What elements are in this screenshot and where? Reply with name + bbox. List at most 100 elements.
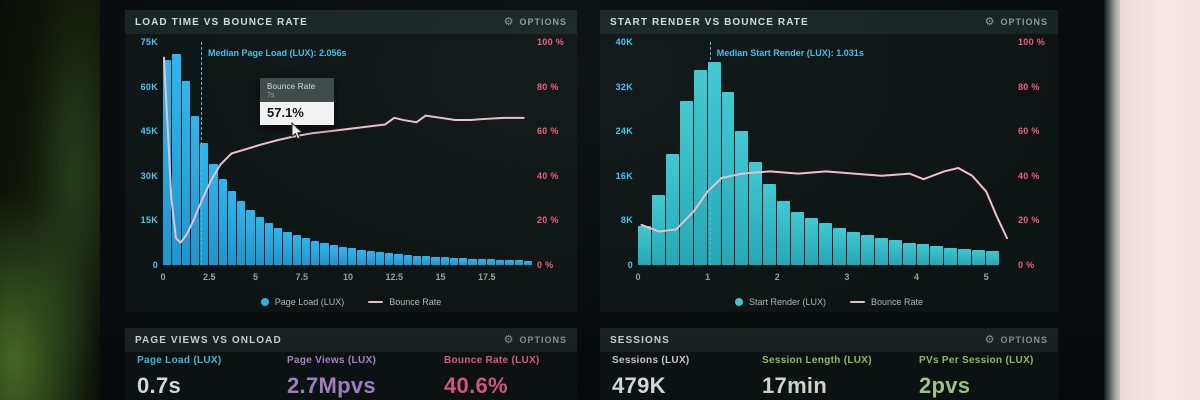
histogram-bar[interactable]	[301, 238, 310, 265]
panel-title: LOAD TIME VS BOUNCE RATE	[135, 16, 308, 28]
histogram-bar[interactable]	[486, 259, 495, 265]
legend-item-line: Bounce Rate	[368, 297, 441, 307]
histogram-bar[interactable]	[638, 225, 651, 265]
histogram-bar[interactable]	[394, 253, 403, 265]
histogram-bar[interactable]	[468, 258, 477, 265]
histogram-bar[interactable]	[385, 252, 394, 265]
tooltip-value: 57.1%	[260, 102, 334, 125]
histogram-bar[interactable]	[255, 217, 264, 265]
histogram-bar[interactable]	[329, 244, 338, 265]
background-wall	[1120, 0, 1200, 400]
y-axis-tick-left: 16K	[615, 170, 633, 181]
histogram-bar[interactable]	[237, 201, 246, 265]
histogram-bar[interactable]	[523, 260, 532, 265]
histogram-bar[interactable]	[693, 69, 707, 265]
plot-area[interactable]: Median Page Load (LUX): 2.056s Bounce Ra…	[163, 42, 533, 265]
histogram-bar[interactable]	[874, 238, 888, 265]
histogram-bar[interactable]	[449, 257, 458, 265]
histogram-bar[interactable]	[651, 195, 665, 265]
y-axis-tick-right: 20 %	[537, 215, 559, 226]
histogram-bar[interactable]	[916, 244, 930, 265]
histogram-bar[interactable]	[665, 153, 679, 265]
histogram-bar[interactable]	[227, 190, 236, 265]
chart-legend: Start Render (LUX) Bounce Rate	[600, 297, 1058, 307]
histogram-bar[interactable]	[958, 248, 972, 265]
histogram-bar[interactable]	[283, 232, 292, 265]
histogram-bar[interactable]	[431, 256, 440, 265]
histogram-bar[interactable]	[218, 178, 227, 265]
y-axis-tick-left: 15K	[140, 215, 158, 226]
histogram-bar[interactable]	[477, 259, 486, 265]
plot-area[interactable]: Median Start Render (LUX): 1.031s	[638, 42, 1014, 265]
histogram-bar[interactable]	[190, 116, 199, 265]
options-button[interactable]: ⚙ OPTIONS	[985, 16, 1048, 28]
histogram-bar[interactable]	[860, 235, 874, 265]
histogram-bar[interactable]	[422, 256, 431, 265]
histogram-bar[interactable]	[357, 249, 366, 265]
histogram-bar[interactable]	[440, 257, 449, 265]
histogram-bar[interactable]	[735, 131, 749, 265]
histogram-bar[interactable]	[805, 217, 819, 265]
x-axis-tick: 0	[635, 272, 641, 282]
options-label: OPTIONS	[1000, 17, 1048, 27]
histogram-bar[interactable]	[338, 246, 347, 265]
options-button[interactable]: ⚙ OPTIONS	[504, 334, 567, 346]
histogram-bar[interactable]	[264, 223, 273, 265]
histogram-bar[interactable]	[209, 163, 218, 265]
histogram-bar[interactable]	[366, 250, 375, 265]
histogram-bar[interactable]	[846, 232, 860, 265]
options-button[interactable]: ⚙ OPTIONS	[984, 333, 1048, 346]
histogram-bar[interactable]	[181, 80, 190, 265]
histogram-bar[interactable]	[721, 92, 735, 265]
histogram-bar[interactable]	[496, 259, 505, 265]
options-button[interactable]: ⚙ OPTIONS	[504, 16, 567, 28]
histogram-bar[interactable]	[791, 212, 805, 265]
histogram-bar[interactable]	[832, 228, 846, 265]
histogram-bar[interactable]	[505, 259, 514, 265]
y-axis-tick-left: 75K	[140, 37, 158, 47]
y-axis-tick-right: 80 %	[537, 81, 559, 92]
histogram-bar[interactable]	[902, 242, 916, 265]
histogram-bar[interactable]	[375, 251, 384, 265]
y-axis-tick-right: 100 %	[1018, 37, 1046, 47]
legend-item-bars: Page Load (LUX)	[260, 297, 344, 307]
histogram-bar[interactable]	[292, 235, 301, 265]
x-axis-tick: 10	[342, 272, 354, 282]
histogram-bar[interactable]	[749, 161, 763, 265]
histogram-bar[interactable]	[274, 227, 283, 265]
y-axis-tick-left: 0	[627, 260, 633, 270]
histogram-bar[interactable]	[514, 260, 523, 265]
histogram-bar[interactable]	[707, 61, 721, 265]
y-axis-tick-right: 100 %	[537, 37, 565, 47]
metric-sessions: Sessions (LUX) 479K	[612, 355, 762, 399]
histogram-bar[interactable]	[819, 223, 832, 265]
histogram-bar[interactable]	[888, 240, 902, 265]
histogram-bar[interactable]	[944, 247, 958, 265]
histogram-bar[interactable]	[172, 53, 181, 265]
histogram-bar[interactable]	[311, 240, 320, 265]
histogram-bar[interactable]	[986, 251, 1000, 265]
histogram-bar[interactable]	[163, 59, 172, 265]
metric-row: Page Load (LUX) 0.7s Page Views (LUX) 2.…	[137, 355, 569, 399]
histogram-bar[interactable]	[320, 242, 329, 265]
histogram-bar[interactable]	[459, 258, 468, 265]
x-axis-tick: 2.5	[202, 272, 216, 282]
x-axis-ticks: 0 2.5 5 7.5 10 12.5 15 17.5	[160, 272, 533, 284]
histogram-bar[interactable]	[200, 143, 209, 265]
panel-title: START RENDER VS BOUNCE RATE	[610, 16, 809, 28]
median-label: Median Start Render (LUX): 1.031s	[716, 48, 864, 58]
x-axis-tick: 5	[983, 272, 989, 282]
y-axis-tick-left: 60K	[140, 81, 158, 92]
histogram-bar[interactable]	[403, 254, 412, 265]
right-axis-ticks: 100 % 80 % 60 % 40 % 20 % 0 %	[533, 37, 575, 270]
histogram-bar[interactable]	[972, 249, 986, 265]
histogram-bar[interactable]	[930, 246, 944, 265]
histogram-bar[interactable]	[777, 200, 791, 265]
legend-label: Bounce Rate	[389, 297, 442, 307]
y-axis-tick-right: 60 %	[537, 126, 559, 137]
histogram-bar[interactable]	[348, 248, 357, 265]
histogram-bar[interactable]	[412, 255, 421, 265]
histogram-bar[interactable]	[246, 210, 255, 265]
histogram-bar[interactable]	[763, 184, 777, 265]
gear-icon: ⚙	[984, 333, 996, 346]
